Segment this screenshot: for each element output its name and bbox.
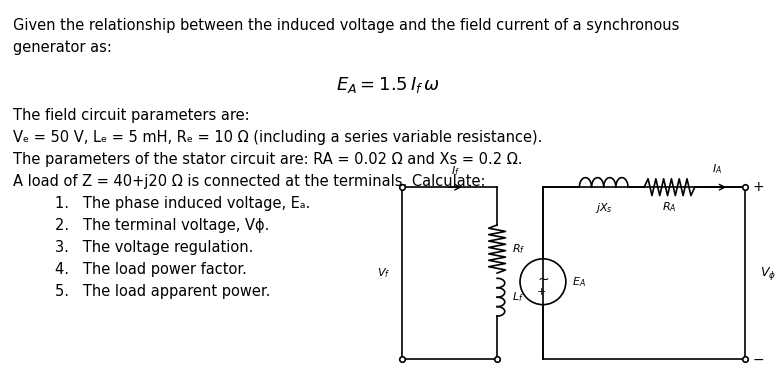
Text: A load of Z = 40+j20 Ω is connected at the terminals. Calculate:: A load of Z = 40+j20 Ω is connected at t… [13,174,485,189]
Text: $V_f$: $V_f$ [377,266,390,280]
Text: +: + [753,180,764,194]
Text: 5.   The load apparent power.: 5. The load apparent power. [55,284,270,299]
Text: $R_f$: $R_f$ [512,242,525,256]
Text: $L_f$: $L_f$ [512,290,524,304]
Text: 2.   The terminal voltage, Vϕ.: 2. The terminal voltage, Vϕ. [55,218,270,233]
Text: 1.   The phase induced voltage, Eₐ.: 1. The phase induced voltage, Eₐ. [55,196,310,211]
Text: generator as:: generator as: [13,40,112,55]
Text: Vₑ = 50 V, Lₑ = 5 mH, Rₑ = 10 Ω (including a series variable resistance).: Vₑ = 50 V, Lₑ = 5 mH, Rₑ = 10 Ω (includi… [13,130,542,145]
Text: $R_A$: $R_A$ [662,201,677,214]
Text: ~: ~ [537,273,549,287]
Text: Given the relationship between the induced voltage and the field current of a sy: Given the relationship between the induc… [13,18,680,33]
Text: $E_A$: $E_A$ [572,275,585,289]
Text: 4.   The load power factor.: 4. The load power factor. [55,262,247,277]
Text: $V_\phi$: $V_\phi$ [760,265,775,282]
Text: $I_A$: $I_A$ [712,162,722,176]
Text: The field circuit parameters are:: The field circuit parameters are: [13,108,250,123]
Text: $jX_s$: $jX_s$ [594,201,612,215]
Text: $E_A = 1.5\,I_f\,\omega$: $E_A = 1.5\,I_f\,\omega$ [336,75,439,95]
Text: $-$: $-$ [753,352,764,366]
Text: $I_f$: $I_f$ [450,164,460,178]
Text: +: + [536,287,546,298]
Text: 3.   The voltage regulation.: 3. The voltage regulation. [55,240,253,255]
Text: The parameters of the stator circuit are: RA = 0.02 Ω and Xs = 0.2 Ω.: The parameters of the stator circuit are… [13,152,522,167]
